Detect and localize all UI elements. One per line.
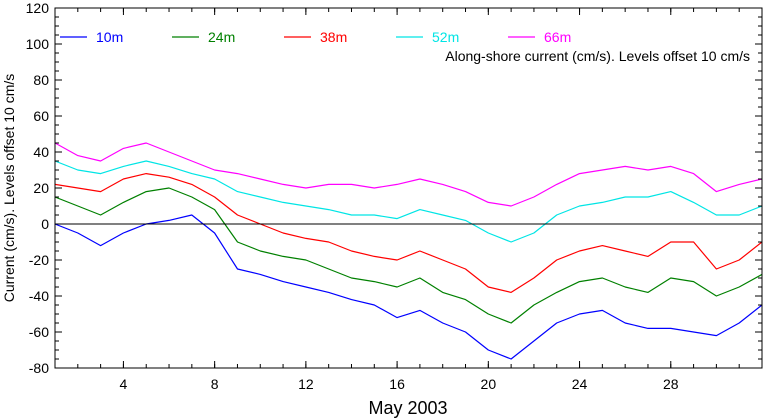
legend-label-38m: 38m (320, 29, 347, 45)
x-tick-label: 20 (481, 376, 497, 392)
y-tick-label: 100 (26, 36, 50, 52)
x-tick-label: 24 (572, 376, 588, 392)
x-tick-label: 12 (298, 376, 314, 392)
y-tick-label: -60 (29, 324, 49, 340)
legend: 10m 24m 38m 52m 66m (60, 29, 571, 45)
series-line-10m (55, 214, 762, 360)
x-tick-label: 16 (389, 376, 405, 392)
y-axis-label: Current (cm/s). Levels offset 10 cm/s (1, 74, 17, 302)
y-tick-label: 20 (33, 180, 49, 196)
y-tick-label: 0 (41, 216, 49, 232)
x-tick-label: 4 (120, 376, 128, 392)
x-tick-label: 8 (211, 376, 219, 392)
x-tick-label: 28 (663, 376, 679, 392)
y-tick-label: -40 (29, 288, 49, 304)
series-line-66m (55, 142, 762, 207)
x-axis-label: May 2003 (368, 398, 447, 418)
y-tick-label: -80 (29, 360, 49, 376)
series-line-24m (55, 187, 762, 324)
y-tick-label: -20 (29, 252, 49, 268)
legend-label-10m: 10m (96, 29, 123, 45)
series-line-38m (55, 173, 762, 293)
series-line-52m (55, 160, 762, 243)
y-tick-label: 120 (26, 0, 50, 16)
legend-label-52m: 52m (432, 29, 459, 45)
y-tick-label: 40 (33, 144, 49, 160)
chart-annotation: Along-shore current (cm/s). Levels offse… (445, 48, 750, 64)
legend-label-24m: 24m (208, 29, 235, 45)
y-tick-label: 60 (33, 108, 49, 124)
series-layer (55, 142, 762, 360)
y-tick-label: 80 (33, 72, 49, 88)
legend-label-66m: 66m (544, 29, 571, 45)
axes-layer: -80 -60 -40 -20 0 20 40 60 80 100 120 4 8 12 16 20 24 28 (26, 0, 763, 392)
